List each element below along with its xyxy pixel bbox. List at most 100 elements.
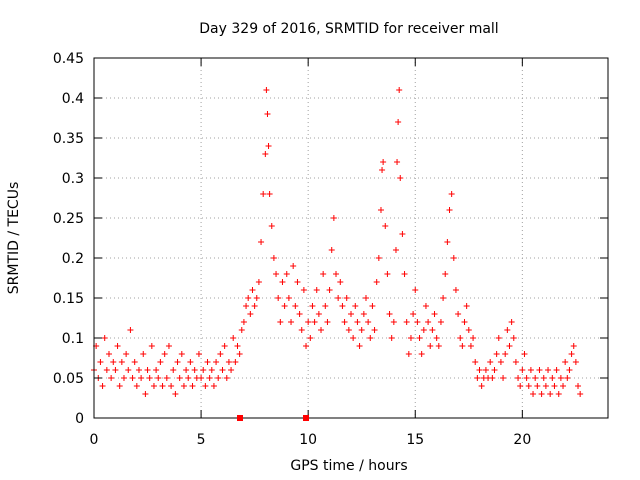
data-point xyxy=(394,159,401,165)
data-point xyxy=(217,351,224,357)
x-tick-label: 15 xyxy=(406,432,424,448)
data-point xyxy=(562,359,569,365)
data-point xyxy=(120,375,127,381)
data-point xyxy=(425,319,432,325)
data-point xyxy=(348,311,354,317)
data-point xyxy=(172,391,179,397)
data-point xyxy=(221,343,228,349)
data-point xyxy=(420,327,427,333)
data-point xyxy=(343,295,350,301)
gap-marker-2 xyxy=(303,415,309,421)
data-point xyxy=(545,367,552,373)
data-point xyxy=(251,303,258,309)
data-point xyxy=(275,295,282,301)
data-point xyxy=(412,287,419,293)
data-point xyxy=(504,327,511,333)
data-point xyxy=(264,111,271,117)
data-point xyxy=(318,327,325,333)
data-point xyxy=(463,303,470,309)
data-point xyxy=(234,343,241,349)
data-point xyxy=(427,343,434,349)
data-point xyxy=(540,375,547,381)
data-point xyxy=(553,367,560,373)
data-point xyxy=(444,239,451,245)
data-point xyxy=(433,335,440,341)
data-point xyxy=(337,279,344,285)
data-point xyxy=(345,327,352,333)
data-point xyxy=(195,351,202,357)
data-point xyxy=(467,343,474,349)
data-point xyxy=(142,391,149,397)
data-point xyxy=(144,367,151,373)
y-axis-label: SRMTID / TECUs xyxy=(6,182,22,295)
data-point xyxy=(435,343,442,349)
data-point xyxy=(255,279,262,285)
data-point xyxy=(397,175,404,181)
data-point xyxy=(392,247,399,253)
data-point xyxy=(198,375,205,381)
data-point xyxy=(125,367,132,373)
data-point xyxy=(283,271,290,277)
data-point xyxy=(309,303,316,309)
data-point xyxy=(474,375,481,381)
y-tick-label: 0.05 xyxy=(53,371,84,387)
data-point xyxy=(450,255,457,261)
data-point xyxy=(575,383,582,389)
data-point xyxy=(422,303,429,309)
data-point xyxy=(472,359,479,365)
data-point xyxy=(215,375,222,381)
data-point xyxy=(461,319,468,325)
data-point xyxy=(150,383,157,389)
data-point xyxy=(452,287,459,293)
data-point xyxy=(560,383,567,389)
x-axis-label: GPS time / hours xyxy=(290,458,407,474)
data-point xyxy=(517,383,524,389)
data-point xyxy=(510,335,517,341)
data-point xyxy=(108,375,115,381)
data-point xyxy=(204,359,211,365)
data-point xyxy=(395,119,402,125)
tick-labels: 0 0.05 0.1 0.15 0.2 0.25 0.3 0.35 0.4 0.45 0 5 10 15 2… xyxy=(53,51,608,448)
data-points xyxy=(91,87,584,397)
data-point xyxy=(448,191,455,197)
data-point xyxy=(260,191,267,197)
data-point xyxy=(168,383,175,389)
data-point xyxy=(307,335,314,341)
data-point xyxy=(534,383,541,389)
data-point xyxy=(377,207,384,213)
data-point xyxy=(341,319,348,325)
x-tick-label: 5 xyxy=(197,432,206,448)
x-tick-label: 20 xyxy=(513,432,531,448)
y-tick-label: 0.15 xyxy=(53,291,84,307)
x-tick-label: 10 xyxy=(299,432,317,448)
data-point xyxy=(495,335,502,341)
y-tick-label: 0.2 xyxy=(62,251,84,267)
data-point xyxy=(290,263,297,269)
data-point xyxy=(99,383,106,389)
y-tick-label: 0.25 xyxy=(53,211,84,227)
data-point xyxy=(465,327,472,333)
data-point xyxy=(157,359,164,365)
data-point xyxy=(497,359,504,365)
data-point xyxy=(208,367,215,373)
data-point xyxy=(129,375,136,381)
data-point xyxy=(313,287,320,293)
data-point xyxy=(163,375,170,381)
data-point xyxy=(249,287,256,293)
data-point xyxy=(268,223,275,229)
data-point xyxy=(390,319,397,325)
data-point xyxy=(476,367,483,373)
data-point xyxy=(296,311,303,317)
data-point xyxy=(512,359,519,365)
y-tick-label: 0.35 xyxy=(53,131,84,147)
data-point xyxy=(403,319,410,325)
data-point xyxy=(294,279,301,285)
data-point xyxy=(384,271,391,277)
data-point xyxy=(527,367,534,373)
data-point xyxy=(127,327,134,333)
data-point xyxy=(442,271,449,277)
data-point xyxy=(202,383,209,389)
data-point xyxy=(568,351,575,357)
data-point xyxy=(416,335,423,341)
data-point xyxy=(103,367,110,373)
